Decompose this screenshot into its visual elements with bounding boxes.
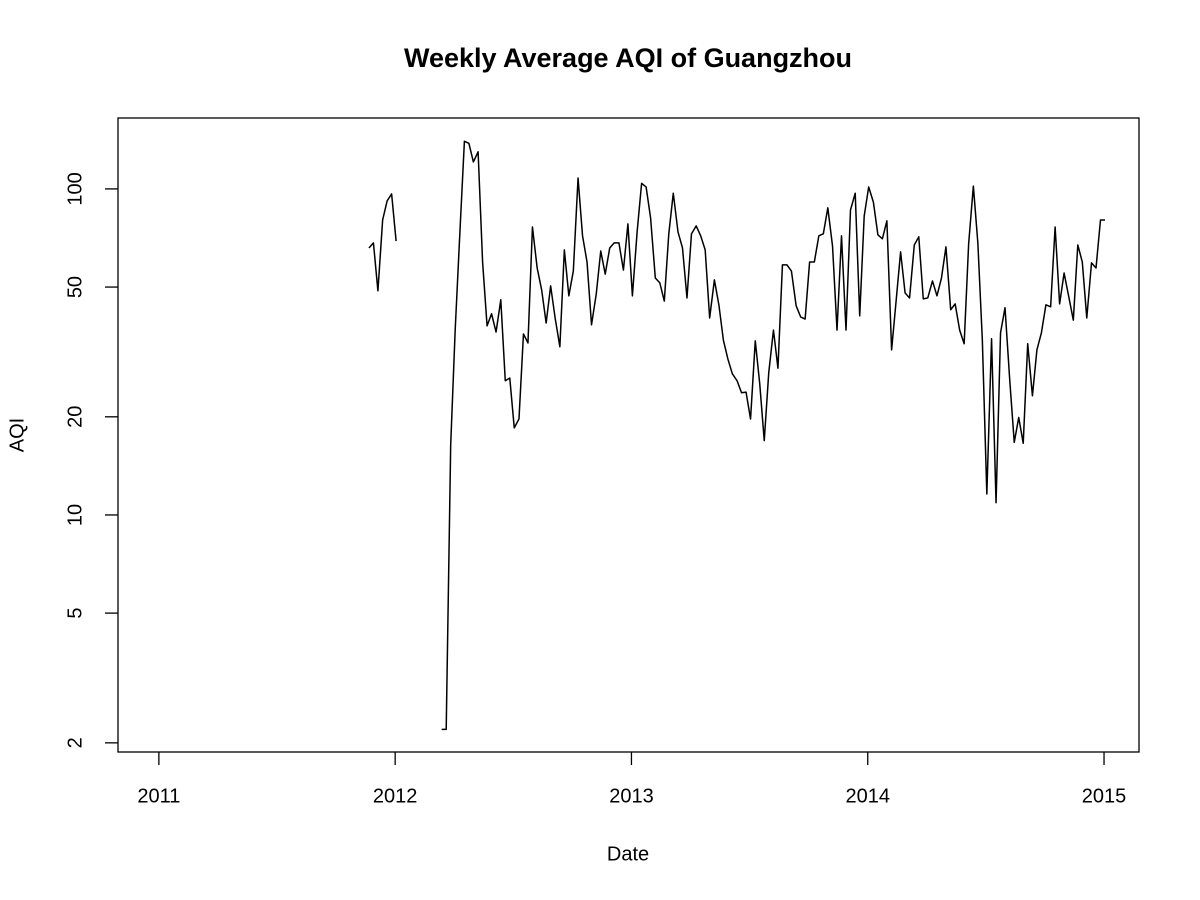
y-tick-label: 5 bbox=[64, 608, 86, 619]
x-tick-label: 2013 bbox=[609, 785, 654, 807]
y-tick-label: 100 bbox=[64, 172, 86, 205]
x-tick-label: 2011 bbox=[137, 785, 180, 807]
y-tick-label: 2 bbox=[64, 737, 86, 748]
chart-title: Weekly Average AQI of Guangzhou bbox=[404, 43, 852, 73]
x-tick-label: 2015 bbox=[1082, 785, 1127, 807]
plot-frame bbox=[117, 117, 1140, 753]
y-tick-label: 10 bbox=[64, 504, 86, 526]
x-tick-label: 2014 bbox=[845, 785, 890, 807]
data-line bbox=[368, 140, 1105, 731]
y-tick-label: 50 bbox=[64, 276, 86, 298]
y-tick-label: 20 bbox=[64, 406, 86, 428]
x-tick-label: 2012 bbox=[373, 785, 418, 807]
x-axis-label: Date bbox=[607, 843, 649, 865]
y-axis-label: AQI bbox=[6, 418, 28, 452]
